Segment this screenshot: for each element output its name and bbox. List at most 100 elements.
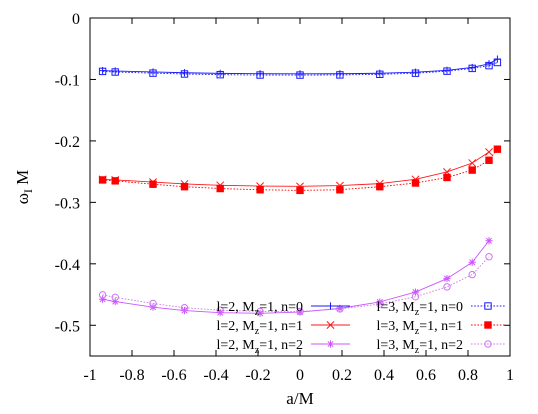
series-5-point [485,253,493,261]
y-tick-label: -0.5 [55,318,80,335]
y-tick-label: -0.1 [55,72,80,89]
legend-label: l=2, Mz=1, n=2 [217,338,303,356]
x-tick-label: 1 [506,367,514,384]
series-1-point [468,159,477,167]
series-3-point [411,69,420,77]
x-tick-label: 0.8 [458,367,478,384]
series-4-point [468,166,476,174]
series-3-point [149,69,157,77]
series-3-point [376,70,384,78]
series-2-point [443,274,451,283]
series-5-point [411,292,420,301]
series-3-point [216,70,224,79]
legend-label: l=2, Mz=1, n=0 [217,300,303,318]
series-line-1 [102,151,490,187]
series-5-point [98,291,107,299]
x-tick-label: -0.2 [245,367,270,384]
legend-label: l=3, Mz=1, n=2 [377,338,463,356]
legend-item: l=3, Mz=1, n=2 [377,338,505,356]
y-axis-label: ωI M [13,170,35,205]
series-2-point [256,309,264,317]
series-4-point [493,145,502,153]
series-2-point [336,304,344,312]
series-4-point [111,177,119,185]
series-5-point [111,293,119,302]
y-tick-label: -0.4 [55,257,80,274]
x-tick-label: -0.8 [119,367,144,384]
legend-label: l=3, Mz=1, n=0 [377,300,463,318]
series-line-0 [102,58,498,75]
legend-swatch-marker [484,302,492,310]
y-axis-label-sub: I [21,189,35,193]
series-3-point [443,67,451,75]
series-0-point [180,69,189,77]
legend-item: l=2, Mz=1, n=2 [217,338,350,356]
series-5-point [296,307,304,316]
legend-label: l=2, Mz=1, n=1 [217,319,303,337]
series-3-point [98,67,107,76]
series-2-point [99,295,107,303]
series-0-point [296,70,304,78]
y-tick-label: -0.3 [55,195,80,212]
series-2-point [111,298,119,306]
series-3-point [111,68,119,76]
series-1-point [485,148,493,156]
series-5-point [256,307,264,316]
series-2-point [296,308,304,316]
y-tick-label: -0.2 [55,134,80,151]
series-4-point [411,179,420,187]
series-5-point [216,306,224,314]
legend-swatch-marker [484,321,492,329]
series-3-point [180,70,189,78]
series-3-point [296,71,304,79]
legend-swatch-marker [326,321,335,329]
series-2-point [468,258,476,266]
series-0-point [216,69,224,77]
y-tick-label: 0 [72,11,80,28]
y-axis-label-main: ω [13,193,32,204]
series-0-point [485,60,493,68]
series-0-point [256,70,264,78]
x-tick-label: -0.4 [203,367,228,384]
series-2-point [411,288,420,296]
series-4-point [256,186,264,194]
series-4-point [443,173,451,182]
x-tick-label: 0.6 [416,367,436,384]
series-4-point [180,182,189,191]
x-axis-label: a/M [286,389,313,408]
series-4-point [149,180,157,188]
series-2-point [216,309,224,317]
series-markers [98,55,502,317]
legend-swatch-marker [326,340,335,348]
series-3-point [256,71,264,79]
legend-label: l=3, Mz=1, n=1 [377,319,463,337]
series-5-point [468,270,476,279]
legend: l=2, Mz=1, n=0l=2, Mz=1, n=1l=2, Mz=1, n… [217,300,505,356]
series-4-point [336,186,344,194]
series-2-point [485,237,493,245]
series-3-point [493,58,502,67]
legend-item: l=3, Mz=1, n=0 [377,300,505,318]
series-4-point [485,156,493,164]
series-3-point [336,71,344,79]
legend-item: l=2, Mz=1, n=0 [217,300,350,318]
series-4-point [376,182,384,191]
series-3-point [485,61,493,70]
series-2-point [376,298,384,306]
x-tick-label: -1 [83,367,96,384]
series-4-point [296,186,304,195]
series-4-point [216,184,224,193]
legend-item: l=2, Mz=1, n=1 [217,319,350,337]
series-3-point [468,64,476,73]
series-5-point [376,300,384,308]
series-5-point [443,283,451,291]
x-tick-label: -0.6 [161,367,186,384]
axis-ticks: -1 -0.8 -0.6 -0.4 -0.2 0 0.2 0.4 0.6 0.8 1 0 -0.1 -0.… [55,11,514,384]
series-4-point [98,176,107,184]
legend-item: l=3, Mz=1, n=1 [377,319,505,337]
legend-swatch-marker [326,302,335,310]
series-5-point [180,304,189,312]
x-tick-label: 0 [296,367,304,384]
x-tick-label: 0.4 [374,367,394,384]
